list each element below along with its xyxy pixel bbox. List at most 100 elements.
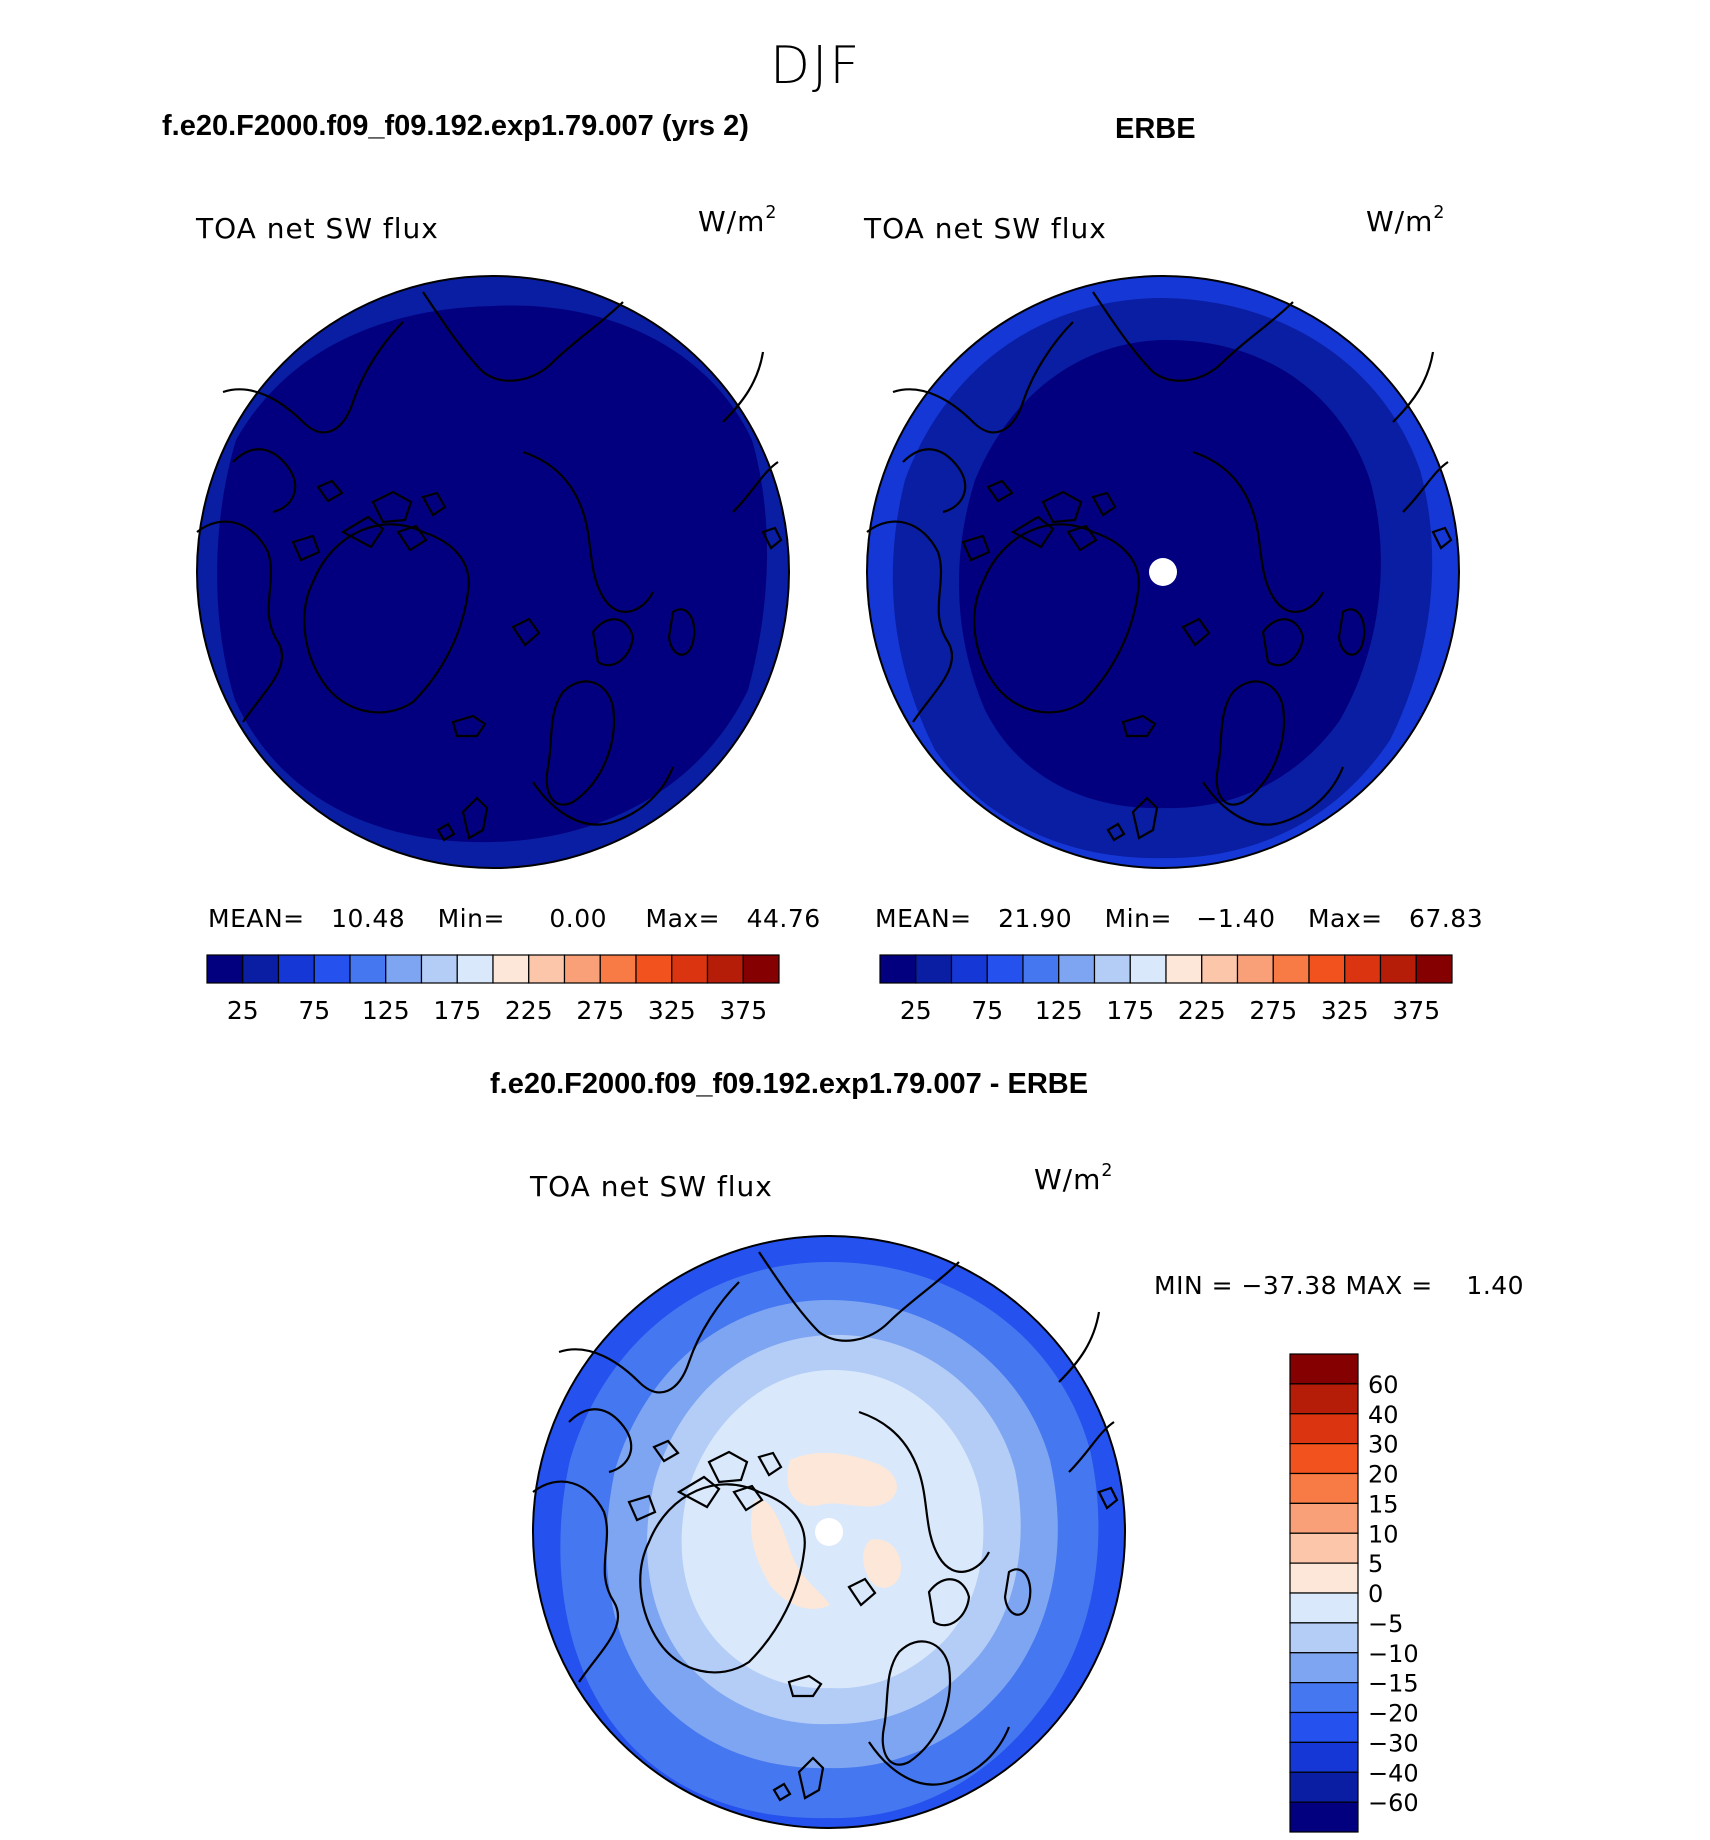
diff-colorbar-tick-label: −10 [1368,1640,1419,1668]
diff-colorbar-tick-label: 10 [1368,1520,1399,1548]
obs-units-base: W/m [1366,205,1434,239]
obs-units-label: W/m2 [1366,203,1445,238]
obs-map [865,275,1460,869]
model-colorbar-swatch [349,954,387,984]
model-colorbar-swatch [206,954,244,984]
model-colorbar-swatch [599,954,637,984]
diff-colorbar-swatch [1289,1652,1359,1684]
model-colorbar-swatch [420,954,458,984]
model-colorbar-swatch [385,954,423,984]
obs-colorbar-swatch [1129,954,1167,984]
diff-band-0-5-patch-b [750,1499,830,1609]
diff-colorbar-tick-label: −15 [1368,1670,1419,1698]
model-stats-line: MEAN= 10.48 Min= 0.00 Max= 44.76 [208,904,821,933]
obs-colorbar-tick-label: 225 [1178,996,1226,1025]
model-colorbar-swatch [277,954,315,984]
model-colorbar-swatch [742,954,780,984]
model-colorbar-swatch [456,954,494,984]
obs-min-value: −1.40 [1196,904,1276,933]
diff-colorbar-swatch [1289,1443,1359,1475]
diff-colorbar-tick-label: 60 [1368,1371,1399,1399]
diff-colorbar-tick-label: −60 [1368,1789,1419,1817]
model-colorbar-swatch [563,954,601,984]
diff-band-0-5-patch-c [863,1539,901,1588]
diff-colorbar-swatch [1289,1771,1359,1803]
obs-variable-label: TOA net SW flux [864,212,1107,245]
obs-colorbar-tick-label: 275 [1249,996,1297,1025]
model-units-exp: 2 [765,203,778,223]
diff-colorbar-tick-label: −30 [1368,1729,1419,1757]
model-colorbar-tick-label: 175 [433,996,481,1025]
diff-band-0-5-patch-a [787,1452,897,1507]
diff-colorbar-tick-label: 0 [1368,1580,1383,1608]
obs-colorbar-swatch [1058,954,1096,984]
obs-map-border [866,275,1460,869]
diff-colorbar-swatch [1289,1502,1359,1534]
model-units-base: W/m [698,205,766,239]
model-colorbar-swatch [635,954,673,984]
diff-units-base: W/m [1034,1163,1102,1197]
obs-colorbar-swatch [1201,954,1239,984]
diff-colorbar-swatch [1289,1741,1359,1773]
obs-colorbar-swatch [1344,954,1382,984]
diff-colorbar-swatch [1289,1711,1359,1743]
obs-colorbar-tick-label: 175 [1106,996,1154,1025]
model-band-0-25 [217,305,768,843]
diff-colorbar-tick-label: 20 [1368,1461,1399,1489]
diff-map [531,1235,1126,1829]
obs-colorbar: 25 75 125 175 225 275 325 375 [879,954,1453,1025]
obs-panel-title: ERBE [1115,113,1196,145]
diff-colorbar-swatch [1289,1413,1359,1445]
model-max-label: Max= [645,904,721,933]
obs-max-value: 67.83 [1409,904,1484,933]
model-colorbar-tick-label: 225 [505,996,553,1025]
obs-colorbar-tick-label: 325 [1321,996,1369,1025]
model-colorbar-tick-label: 25 [227,996,259,1025]
diff-colorbar-swatch [1289,1383,1359,1415]
model-variable-label: TOA net SW flux [196,212,439,245]
season-title: DJF [770,36,862,96]
obs-colorbar-swatch [1379,954,1417,984]
model-max-value: 44.76 [746,904,821,933]
diff-colorbar-swatch [1289,1353,1359,1385]
obs-colorbar-swatch [915,954,953,984]
model-min-label: Min= [437,904,505,933]
diff-pole-gap [815,1518,843,1546]
diff-variable-label: TOA net SW flux [530,1170,773,1203]
obs-colorbar-swatch [986,954,1024,984]
diff-colorbar-swatch [1289,1472,1359,1504]
model-colorbar-swatch [313,954,351,984]
diff-colorbar-tick-label: 5 [1368,1550,1383,1578]
obs-colorbar-tick-label: 125 [1035,996,1083,1025]
obs-colorbar-swatch [1093,954,1131,984]
obs-colorbar-swatch [1308,954,1346,984]
diff-colorbar-swatch [1289,1801,1359,1833]
obs-mean-value: 21.90 [998,904,1073,933]
model-colorbar-swatch [706,954,744,984]
obs-colorbar-swatch [1165,954,1203,984]
diff-colorbar-tick-label: −40 [1368,1759,1419,1787]
obs-units-exp: 2 [1433,203,1446,223]
diff-colorbar-swatch [1289,1562,1359,1594]
model-colorbar-swatch [242,954,280,984]
model-colorbar-tick-label: 325 [648,996,696,1025]
diff-units-label: W/m2 [1034,1161,1113,1196]
diff-colorbar-swatch [1289,1592,1359,1624]
obs-colorbar-swatch [1415,954,1453,984]
model-panel-title: f.e20.F2000.f09_f09.192.exp1.79.007 (yrs… [162,110,749,142]
model-min-value: 0.00 [549,904,608,933]
obs-colorbar-swatch [879,954,917,984]
diff-colorbar-swatch [1289,1532,1359,1564]
diff-colorbar-tick-label: 15 [1368,1490,1399,1518]
obs-colorbar-swatch [1236,954,1274,984]
model-colorbar-tick-label: 75 [298,996,330,1025]
diff-colorbar-tick-label: −5 [1368,1610,1403,1638]
model-units-label: W/m2 [698,203,777,238]
obs-colorbar-tick-label: 375 [1392,996,1440,1025]
model-map [195,275,790,869]
diff-panel-title: f.e20.F2000.f09_f09.192.exp1.79.007 - ER… [490,1068,1089,1100]
model-colorbar-swatch [671,954,709,984]
diff-map-border [532,1235,1126,1829]
